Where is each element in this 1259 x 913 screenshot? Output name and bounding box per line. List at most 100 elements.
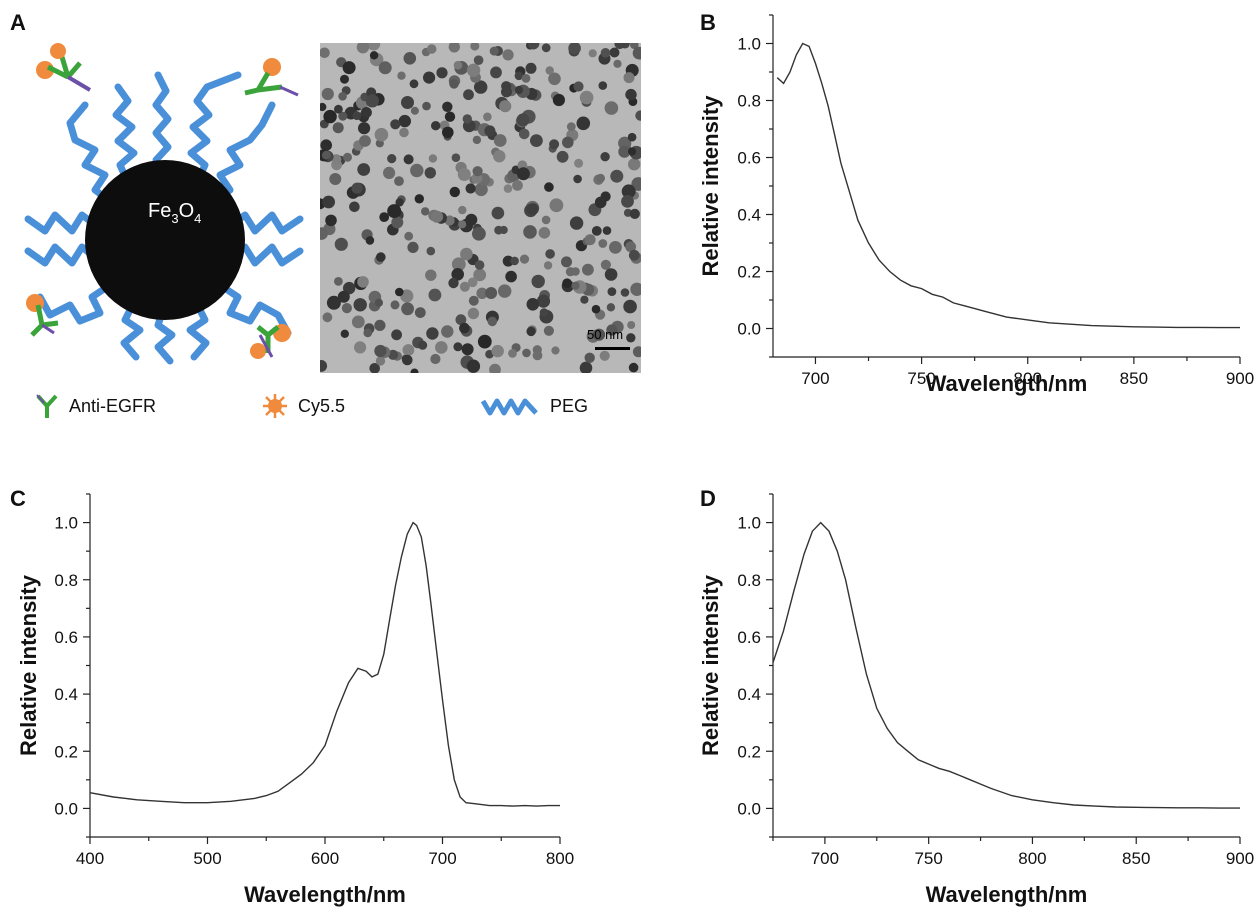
tem-particle — [543, 325, 554, 336]
tem-particle — [606, 324, 618, 336]
core-label: Fe3O4 — [148, 200, 201, 226]
tem-particle — [579, 361, 593, 373]
y-tick-label: 0.2 — [737, 263, 761, 282]
tem-particle — [545, 249, 555, 259]
tem-particle — [584, 234, 596, 246]
legend-anti-egfr: Anti-EGFR — [35, 393, 156, 419]
tem-particle — [516, 113, 530, 127]
tem-particle — [628, 362, 639, 373]
tem-particle — [604, 101, 619, 115]
tem-particle — [441, 325, 454, 338]
tem-particle — [600, 259, 611, 270]
x-tick-label: 900 — [1226, 849, 1254, 868]
scale-bar — [595, 347, 630, 350]
y-tick-label: 0.0 — [737, 320, 761, 339]
tem-particle — [573, 81, 584, 92]
tem-particle — [528, 43, 539, 50]
tem-particle — [430, 353, 441, 365]
tem-particle — [451, 153, 461, 162]
tem-particle — [602, 226, 612, 235]
tem-particle — [356, 43, 370, 54]
tem-particle — [399, 127, 409, 138]
tem-particle — [376, 252, 386, 262]
tem-particle — [428, 154, 438, 163]
tem-particle — [505, 270, 517, 283]
tem-particle — [541, 43, 551, 53]
tem-particle — [526, 326, 536, 337]
tem-particle — [426, 327, 439, 340]
y-tick-label: 0.0 — [737, 799, 761, 818]
y-tick-label: 0.8 — [54, 571, 78, 590]
tem-particle — [338, 92, 347, 101]
tem-particle — [422, 101, 431, 111]
legend-peg: PEG — [480, 393, 588, 419]
tem-particle — [477, 334, 492, 349]
tem-particle — [623, 72, 635, 84]
tem-particle — [375, 356, 386, 366]
tem-particle — [510, 256, 519, 266]
tem-particle — [532, 350, 543, 361]
y-axis-title: Relative intensity — [698, 95, 723, 277]
x-tick-label: 800 — [1014, 369, 1042, 388]
y-axis-title: Relative intensity — [16, 574, 41, 756]
tem-particle — [402, 344, 415, 356]
tem-particle — [374, 319, 386, 331]
tem-particle — [442, 126, 454, 139]
tem-particle — [395, 287, 404, 297]
tem-particle — [449, 79, 459, 89]
tem-particle — [556, 150, 569, 163]
tem-particle — [322, 312, 333, 323]
tem-particle — [474, 260, 485, 270]
tem-particle — [320, 102, 327, 112]
tem-particle — [435, 341, 448, 354]
tem-particle — [599, 350, 610, 361]
cy55-icon — [50, 43, 66, 59]
x-tick-label: 850 — [1122, 849, 1150, 868]
y-tick-label: 0.6 — [737, 149, 761, 168]
tem-particle — [591, 226, 602, 236]
tem-particle — [526, 298, 540, 311]
tem-particle — [620, 288, 630, 297]
tem-particle — [351, 182, 363, 194]
tem-particle — [613, 59, 622, 68]
tem-particle — [326, 295, 341, 310]
panel-label-a: A — [10, 10, 26, 35]
tem-particle — [421, 207, 430, 216]
tem-particle — [365, 94, 379, 108]
tem-particle — [584, 352, 595, 363]
tem-particle — [499, 100, 512, 113]
tem-particle — [630, 282, 641, 296]
tem-particle — [530, 134, 543, 147]
tem-particle — [442, 101, 453, 112]
tem-particle — [353, 298, 367, 312]
tem-particle — [539, 308, 549, 317]
tem-particle — [609, 47, 620, 58]
panel-label-b: B — [700, 10, 716, 35]
tem-particle — [337, 290, 350, 303]
tem-particle — [596, 173, 605, 183]
tem-particle — [468, 295, 479, 306]
tem-particle — [628, 158, 641, 171]
tem-particle — [458, 220, 467, 229]
tem-particle — [332, 122, 344, 134]
tem-particle — [607, 287, 617, 296]
y-tick-label: 0.4 — [737, 206, 761, 225]
tem-particle — [466, 63, 481, 77]
tem-particle — [322, 195, 335, 209]
tem-particle — [635, 110, 641, 121]
tem-particle — [600, 152, 610, 162]
tem-particle — [349, 201, 360, 213]
tem-particle — [541, 215, 551, 225]
x-tick-label: 800 — [546, 849, 574, 868]
tem-particle — [473, 268, 487, 282]
tem-particle — [623, 299, 637, 314]
tem-particle — [576, 116, 591, 131]
tem-particle — [573, 174, 582, 184]
y-tick-label: 0.2 — [54, 742, 78, 761]
tem-particle — [402, 354, 413, 366]
tem-particle — [474, 80, 488, 94]
tem-particle — [334, 277, 343, 286]
tem-particle — [604, 268, 618, 281]
tem-particle — [518, 128, 530, 140]
tem-particle — [448, 43, 460, 53]
